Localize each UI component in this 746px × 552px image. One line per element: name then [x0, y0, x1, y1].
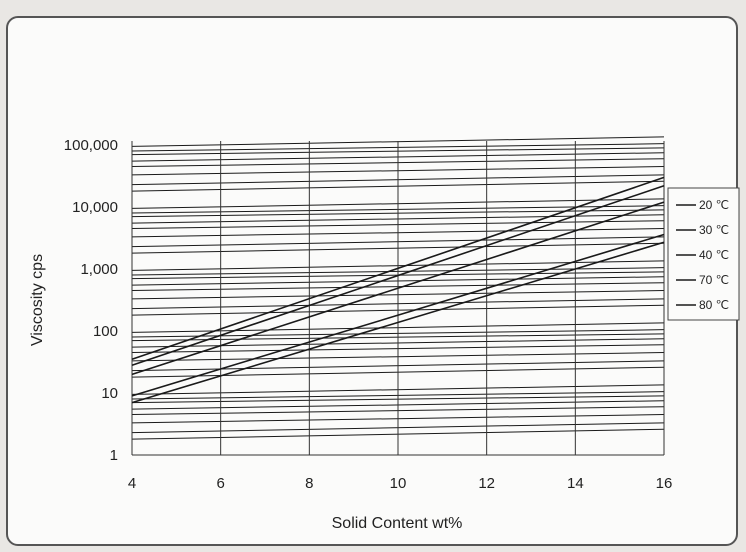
y-tick-labels: 1 10 100 1,000 10,000 100,000 [64, 137, 118, 464]
y-tick-label: 1 [110, 447, 118, 464]
x-tick-label: 8 [305, 475, 313, 492]
series-line-0 [131, 176, 665, 361]
x-tick-label: 4 [128, 475, 136, 492]
x-tick-label: 14 [567, 475, 584, 492]
legend-label: 70 ℃ [699, 273, 729, 287]
legend-label: 40 ℃ [699, 248, 729, 262]
series-line-2 [131, 201, 665, 376]
x-axis-label: Solid Content wt% [332, 515, 463, 532]
legend: 20 ℃ 30 ℃ 40 ℃ 70 ℃ 80 ℃ [667, 187, 740, 321]
legend-label: 80 ℃ [699, 298, 729, 312]
x-tick-label: 6 [216, 475, 224, 492]
series-lines [131, 176, 665, 404]
series-line-3 [131, 233, 665, 397]
y-tick-label: 1,000 [80, 261, 118, 278]
y-tick-label: 10 [101, 385, 118, 402]
x-tick-label: 10 [390, 475, 407, 492]
x-tick-label: 12 [478, 475, 495, 492]
legend-label: 20 ℃ [699, 198, 729, 212]
legend-box [667, 187, 740, 321]
x-tick-labels: 4 6 8 10 12 14 16 [128, 475, 673, 492]
series-line-4 [131, 241, 665, 404]
y-tick-label: 10,000 [72, 199, 118, 216]
x-tick-label: 16 [656, 475, 673, 492]
y-tick-label: 100,000 [64, 137, 118, 154]
series-line-1 [131, 185, 665, 367]
y-tick-label: 100 [93, 323, 118, 340]
y-axis-label: Viscosity cps [29, 254, 46, 346]
legend-label: 30 ℃ [699, 223, 729, 237]
